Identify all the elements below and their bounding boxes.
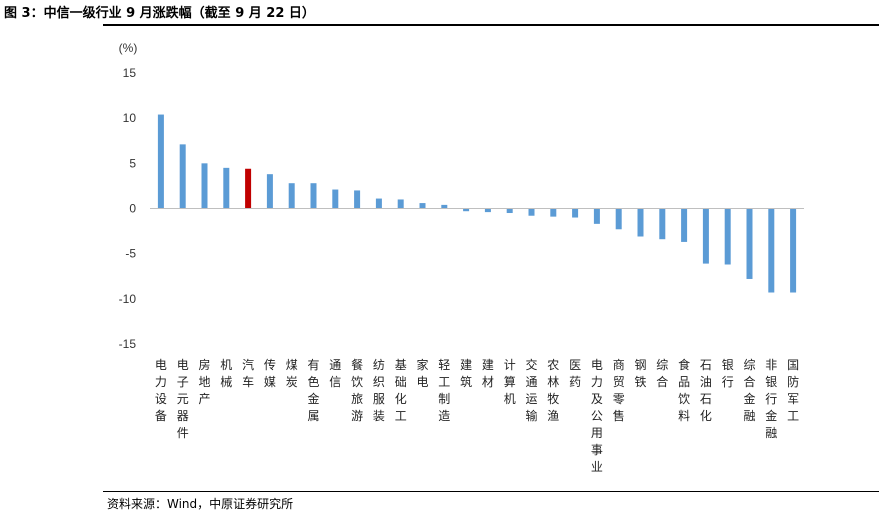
bar-27 [746, 208, 753, 279]
bar-0 [157, 114, 164, 209]
bar-24 [681, 208, 688, 242]
y-tick-label: 10 [123, 111, 137, 125]
y-unit-label: (%) [119, 41, 138, 55]
bar-28 [768, 208, 775, 293]
x-tick-label: 食品饮料 [678, 357, 690, 423]
y-tick-label: -5 [125, 247, 136, 261]
x-tick-label: 纺织服装 [373, 358, 385, 423]
bar-18 [550, 208, 557, 217]
x-tick-label: 餐饮旅游 [351, 357, 363, 423]
x-tick-label: 电子元器件 [177, 358, 189, 440]
x-tick-label: 机械 [220, 358, 232, 389]
x-tick-label: 交通运输 [525, 357, 537, 423]
figure-title: 图 3：中信一级行业 9 月涨跌幅（截至 9 月 22 日） [4, 6, 315, 21]
bar-14 [463, 208, 470, 212]
x-tick-label: 石油石化 [700, 358, 712, 423]
x-tick-label: 钢铁 [634, 358, 646, 389]
x-tick-label: 农林牧渔 [547, 358, 559, 423]
x-tick-label: 有色金属 [307, 358, 319, 423]
bar-17 [528, 208, 535, 216]
x-tick-label: 传媒 [264, 357, 276, 389]
bottom-rule [103, 491, 879, 492]
x-tick-label: 建筑 [460, 358, 472, 389]
x-axis-labels: 电力设备电子元器件房地产机械汽车传媒煤炭有色金属通信餐饮旅游纺织服装基础化工家电… [155, 357, 799, 474]
x-tick-label: 银行 [722, 358, 734, 389]
bar-20 [593, 208, 600, 224]
x-tick-label: 商贸零售 [613, 357, 625, 423]
bar-8 [332, 189, 339, 209]
x-tick-label: 综合 [656, 358, 668, 389]
x-tick-label: 家电 [416, 357, 428, 389]
bar-12 [419, 203, 426, 209]
y-tick-label: 15 [123, 66, 137, 80]
x-tick-label: 建材 [482, 358, 494, 389]
bar-19 [572, 208, 579, 218]
bar-3 [223, 167, 230, 209]
bar-22 [637, 208, 644, 237]
bar-11 [397, 199, 404, 209]
bar-7 [310, 183, 317, 209]
bar-10 [375, 198, 382, 209]
bar-9 [354, 190, 361, 209]
y-axis-ticks: 15 10 5 0 -5 -10 -15 [119, 66, 137, 351]
bar-26 [724, 208, 731, 265]
y-tick-label: 5 [129, 156, 136, 170]
y-tick-label: -15 [119, 337, 137, 351]
x-tick-label: 非银行金融 [765, 358, 777, 440]
x-tick-label: 汽车 [242, 357, 254, 389]
x-tick-label: 通信 [329, 358, 341, 389]
bar-13 [441, 204, 448, 209]
x-tick-label: 电力设备 [155, 358, 167, 423]
bar-15 [484, 208, 491, 213]
bar-25 [702, 208, 709, 264]
bar-2 [201, 163, 208, 209]
y-tick-label: 0 [129, 202, 136, 216]
bar-chart: (%) 15 10 5 0 -5 -10 -15 电力设备电子元器件房地产机械汽车传媒煤炭有… [119, 41, 804, 474]
bar-23 [659, 208, 666, 240]
bar-5 [266, 174, 273, 209]
x-tick-label: 医药 [569, 358, 581, 389]
top-rule [103, 24, 879, 26]
bar-16 [506, 208, 513, 214]
x-tick-label: 综合金融 [743, 358, 755, 423]
y-tick-label: -10 [119, 292, 137, 306]
bar-6 [288, 183, 295, 209]
x-tick-label: 房地产 [198, 357, 210, 406]
bar-1 [179, 144, 186, 209]
bar-29 [790, 208, 797, 293]
x-tick-label: 基础化工 [395, 358, 407, 423]
x-tick-label: 煤炭 [286, 358, 298, 389]
x-tick-label: 国防军工 [787, 358, 799, 423]
bar-4 [245, 168, 252, 209]
source-note: 资料来源：Wind，中原证券研究所 [107, 497, 294, 511]
x-tick-label: 电力及公用事业 [591, 358, 603, 474]
bars [157, 114, 797, 293]
x-tick-label: 计算机 [504, 358, 516, 406]
x-tick-label: 轻工制造 [438, 358, 450, 423]
bar-21 [615, 208, 622, 230]
